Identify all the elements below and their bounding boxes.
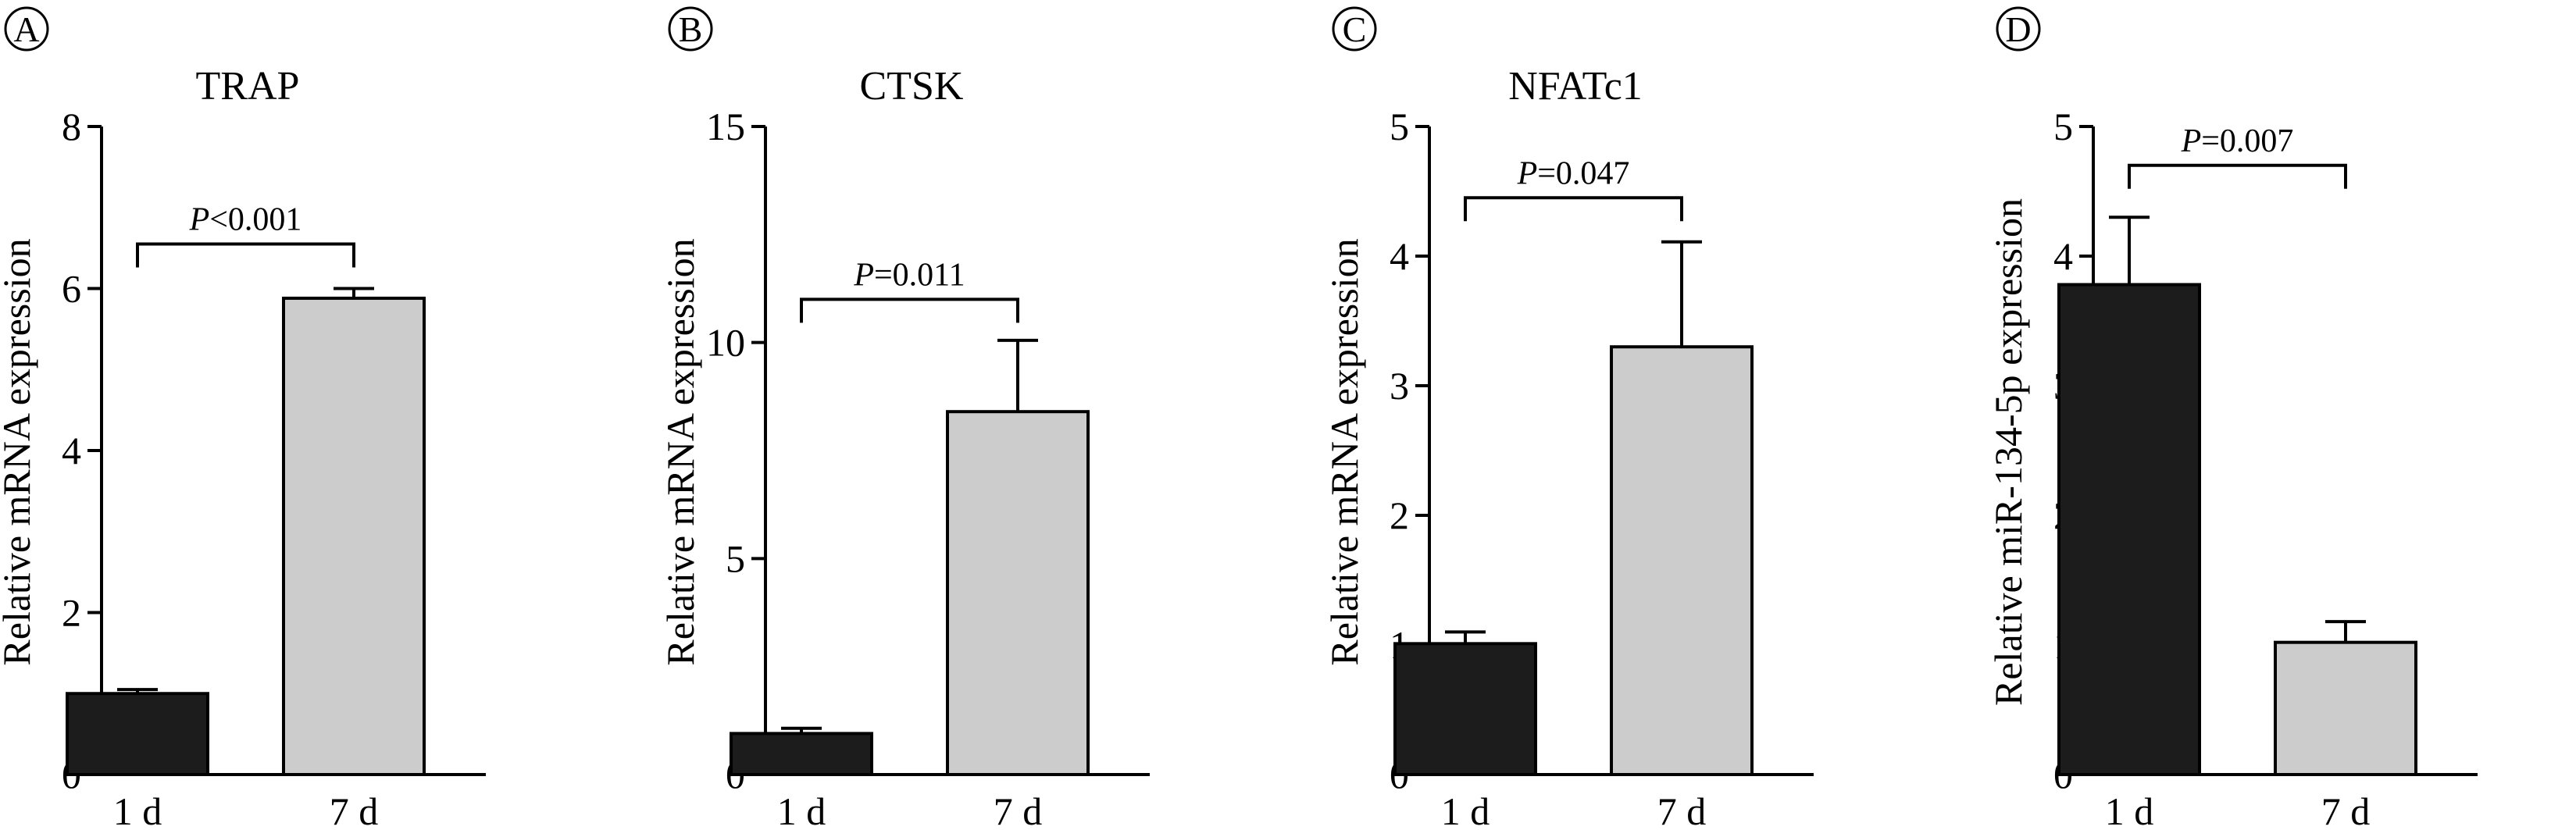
y-tick-label: 4 [2053,234,2073,278]
panel-letter-circle [1996,6,2041,52]
y-tick-label: 2 [1390,493,1409,537]
y-tick-label: 4 [1390,234,1409,278]
bar-7d [2274,640,2417,776]
x-tick-label: 7 d [2321,789,2371,830]
bar-7d [282,296,426,776]
panel-letter: D [2005,9,2031,49]
x-tick-label: 7 d [330,789,379,830]
y-tick-label: 5 [726,536,745,580]
y-tick-label: 8 [62,105,81,148]
chart-title: NFATc1 [1508,64,1643,109]
panel-letter: A [13,9,39,49]
bar-1d [1393,642,1537,777]
chart-title: TRAP [196,64,300,109]
p-value: =0.011 [874,257,965,293]
significance-label: P=0.047 [1517,155,1630,191]
p-symbol: P [853,257,874,293]
p-symbol: P [189,201,210,237]
y-tick-label: 2 [62,591,81,635]
p-symbol: P [1517,155,1538,191]
significance-bracket [1464,196,1683,222]
chart-title: CTSK [860,64,964,109]
y-axis-label: Relative miR-134-5p expression [1986,198,2030,706]
p-value: =0.047 [1537,155,1629,191]
x-tick-label: 1 d [777,789,826,830]
x-tick-label: 1 d [2105,789,2154,830]
panel-letter-circle [668,6,713,52]
y-tick-label: 5 [1390,105,1409,148]
significance-label: P<0.001 [189,201,302,237]
bar-7d [1610,345,1754,776]
x-tick-label: 1 d [1441,789,1490,830]
y-axis-label: Relative mRNA expression [0,238,38,665]
p-symbol: P [2181,123,2202,159]
significance-label: P=0.007 [2181,123,2294,159]
y-axis-label: Relative mRNA expression [1322,238,1366,665]
panel-letter-circle [1332,6,1377,52]
significance-bracket [136,242,355,268]
y-tick-label: 4 [62,429,81,472]
y-axis-label: Relative mRNA expression [658,238,702,665]
bar-7d [946,410,1090,776]
panel-letter-circle [4,6,49,52]
panel-letter: B [679,9,703,49]
x-tick-label: 7 d [994,789,1043,830]
y-tick-label: 3 [1390,364,1409,408]
panel-letter: C [1343,9,1367,49]
y-tick-label: 6 [62,267,81,311]
significance-bracket [800,297,1019,323]
x-tick-label: 7 d [1657,789,1707,830]
y-tick-label: 5 [2053,105,2073,148]
significance-label: P=0.011 [853,257,965,293]
y-tick-label: 10 [706,321,745,365]
bar-1d [730,732,873,777]
bar-1d [66,692,209,776]
p-value: <0.001 [209,201,301,237]
x-tick-label: 1 d [113,789,162,830]
significance-bracket [2128,163,2347,189]
p-value: =0.007 [2201,123,2293,159]
bar-1d [2057,283,2201,776]
y-tick-label: 15 [706,105,745,148]
